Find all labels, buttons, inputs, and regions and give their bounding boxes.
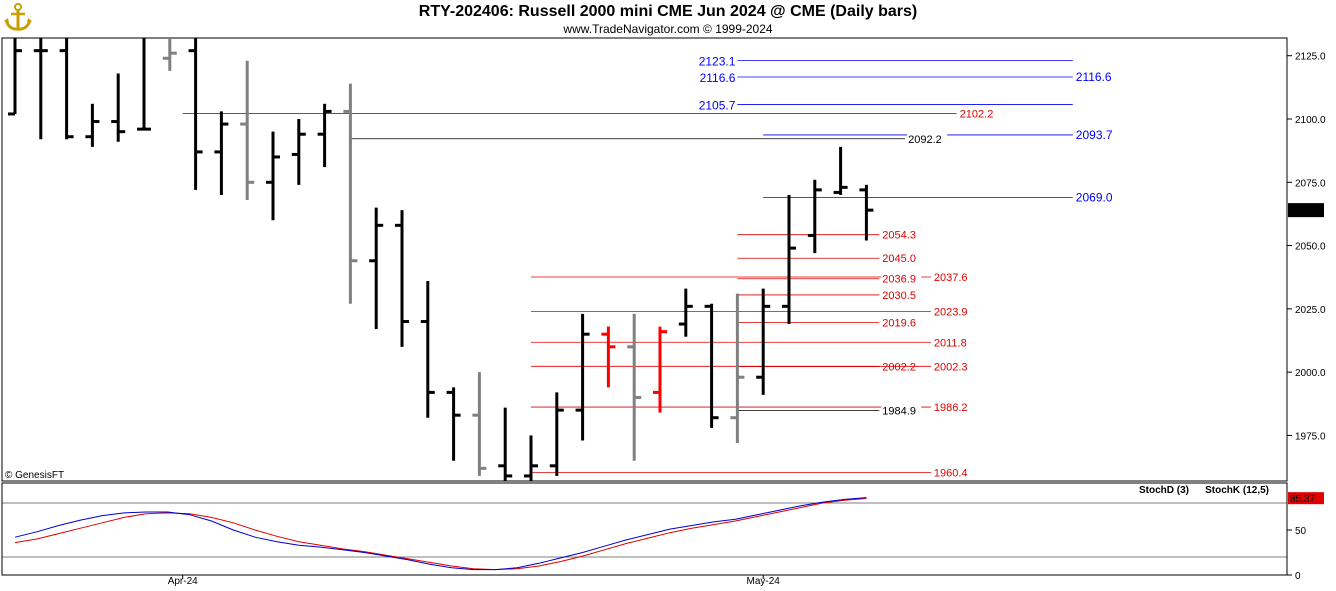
level-label-bg-5 [907,131,948,145]
level-label-bg-8 [881,251,922,265]
chart-header: RTY-202406: Russell 2000 mini CME Jun 20… [0,0,1336,38]
level-label-0: 2123.1 [699,55,736,69]
level-label-16: 2002.3 [934,361,968,373]
y-tick-label-0: 1975.0 [1295,431,1326,442]
level-label-bg-10 [881,271,922,285]
price-panel-border [1,37,1288,482]
level-label-1: 2116.6 [700,71,736,85]
level-label-7: 2054.3 [882,230,916,242]
chart-frame [1,37,1288,576]
copyright-text: © GenesisFT [5,470,64,481]
level-label-bg-9 [932,269,973,283]
legend-stochk: StochK (12,5) [1205,485,1269,496]
level-label-bg-17 [932,400,973,414]
level-label-8: 2045.0 [882,253,916,265]
y-tick-label-3: 2050.0 [1295,242,1326,253]
y-tick-label-5: 2100.0 [1295,115,1326,126]
stoch-panel-border [1,482,1288,576]
stoch-series-0 [14,498,867,571]
stoch-series-1 [14,497,867,571]
price-axis: 1975.0 2000.0 2025.0 2050.0 2075.0 2100.0 2125… [5,52,1326,481]
level-label-5: 2092.2 [908,134,942,146]
last-price-box [1288,203,1324,218]
level-label-bg-6 [1074,190,1119,204]
level-label-17: 1986.2 [934,402,968,414]
stochastic-panel: StochD (3) StochK (12,5) 0 50 85.37 [14,485,1324,582]
y-tick-label-6: 2125.0 [1295,52,1326,63]
level-label-14: 2011.8 [934,337,967,349]
level-label-11: 2030.5 [882,290,916,302]
level-label-4: 2093.7 [1076,128,1113,142]
level-label-13: 2019.6 [882,318,916,330]
level-label-12: 2023.9 [934,307,968,319]
stoch-tick-label-1: 50 [1295,526,1307,537]
level-label-18: 1984.9 [882,405,916,417]
level-label-1: 2116.6 [1076,70,1112,84]
x-tick-label-0: Apr-24 [168,576,198,587]
y-tick-label-2: 2025.0 [1295,305,1326,316]
stoch-last-label: 85.37 [1290,494,1315,505]
stoch-tick-label-0: 0 [1295,571,1301,582]
level-label-19: 1960.4 [934,467,968,479]
y-tick-label-1: 2000.0 [1295,368,1326,379]
level-label-9: 2037.6 [934,272,968,284]
level-label-bg-7 [881,227,922,241]
level-label-15: 2002.2 [882,362,916,374]
level-label-10: 2036.9 [882,274,916,286]
level-label-bg-12 [932,304,973,318]
level-label-bg-16 [932,359,973,373]
chart-subtitle: www.TradeNavigator.com © 1999-2024 [563,22,773,36]
stoch-last-box [1288,492,1324,505]
legend-stochd: StochD (3) [1139,485,1189,496]
level-label-bg-19 [932,465,973,479]
level-label-bg-3 [958,106,999,120]
time-axis: Apr-24 May-24 [168,575,781,587]
chart-title: RTY-202406: Russell 2000 mini CME Jun 20… [418,3,918,20]
x-tick-label-1: May-24 [747,576,781,587]
level-label-bg-14 [932,335,973,349]
last-price-label: 2064.0 [1290,206,1321,217]
level-label-bg-11 [881,287,922,301]
ohlc-bars [8,38,874,481]
y-tick-label-4: 2075.0 [1295,178,1326,189]
fib-levels: 2123.1 2116.6 2116.6 2105.7 2102.2 2093.7 2092… [182,55,1119,479]
level-label-bg-13 [881,315,922,329]
anchor-logo-icon [4,3,32,31]
level-label-6: 2069.0 [1076,190,1113,204]
level-label-bg-4 [1074,127,1119,141]
level-label-3: 2102.2 [960,108,994,120]
level-label-bg-18 [881,403,922,417]
level-label-bg-1 [1074,69,1119,83]
level-label-2: 2105.7 [699,99,736,113]
